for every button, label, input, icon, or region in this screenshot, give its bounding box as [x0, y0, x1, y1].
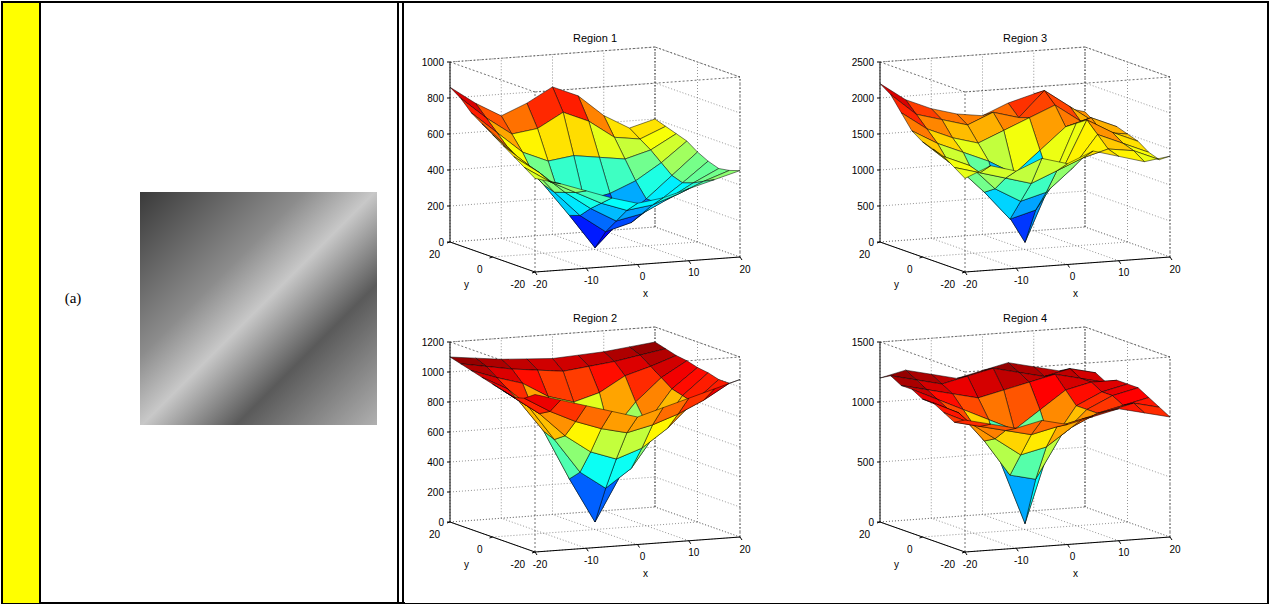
svg-text:1000: 1000	[422, 57, 445, 68]
svg-text:20: 20	[1169, 544, 1181, 555]
svg-text:20: 20	[429, 529, 441, 540]
svg-text:2000: 2000	[852, 93, 875, 104]
svg-text:-10: -10	[1014, 555, 1029, 566]
svg-text:Region 3: Region 3	[1003, 32, 1047, 44]
svg-text:1500: 1500	[852, 337, 875, 348]
svg-text:10: 10	[1118, 267, 1130, 278]
svg-text:x: x	[643, 288, 648, 299]
svg-text:-10: -10	[1014, 275, 1029, 286]
svg-text:0: 0	[640, 271, 646, 282]
svg-text:10: 10	[688, 267, 700, 278]
svg-text:x: x	[1073, 288, 1078, 299]
svg-text:-10: -10	[584, 275, 599, 286]
svg-text:0: 0	[640, 551, 646, 562]
svg-text:1200: 1200	[422, 337, 445, 348]
svg-text:20: 20	[429, 249, 441, 260]
svg-text:x: x	[1073, 568, 1078, 579]
svg-text:-20: -20	[963, 559, 978, 570]
svg-text:Region 2: Region 2	[573, 312, 617, 324]
svg-text:600: 600	[427, 129, 444, 140]
svg-text:Region 4: Region 4	[1003, 312, 1047, 324]
svg-text:0: 0	[438, 517, 444, 528]
svg-text:400: 400	[427, 457, 444, 468]
svg-text:y: y	[464, 559, 469, 570]
svg-text:0: 0	[868, 237, 874, 248]
svg-text:0: 0	[907, 544, 913, 555]
svg-text:1000: 1000	[852, 397, 875, 408]
svg-text:x: x	[643, 568, 648, 579]
svg-text:2500: 2500	[852, 57, 875, 68]
svg-text:0: 0	[868, 517, 874, 528]
svg-text:-20: -20	[533, 279, 548, 290]
svg-text:20: 20	[1169, 264, 1181, 275]
svg-text:y: y	[894, 559, 899, 570]
svg-text:20: 20	[739, 544, 751, 555]
svg-text:y: y	[894, 279, 899, 290]
svg-text:0: 0	[477, 264, 483, 275]
svg-text:200: 200	[427, 487, 444, 498]
svg-text:0: 0	[438, 237, 444, 248]
svg-text:1000: 1000	[422, 367, 445, 378]
svg-text:200: 200	[427, 201, 444, 212]
svg-text:0: 0	[1070, 551, 1076, 562]
svg-text:-10: -10	[584, 555, 599, 566]
svg-text:600: 600	[427, 427, 444, 438]
svg-text:10: 10	[1118, 547, 1130, 558]
svg-text:0: 0	[1070, 271, 1076, 282]
svg-text:500: 500	[857, 201, 874, 212]
svg-text:1500: 1500	[852, 129, 875, 140]
svg-text:-20: -20	[941, 559, 956, 570]
svg-text:0: 0	[477, 544, 483, 555]
svg-text:500: 500	[857, 457, 874, 468]
svg-text:800: 800	[427, 93, 444, 104]
svg-text:Region 1: Region 1	[573, 32, 617, 44]
svg-text:-20: -20	[511, 559, 526, 570]
svg-text:400: 400	[427, 165, 444, 176]
svg-text:20: 20	[859, 249, 871, 260]
svg-text:10: 10	[688, 547, 700, 558]
svg-text:20: 20	[739, 264, 751, 275]
svg-text:y: y	[464, 279, 469, 290]
svg-text:-20: -20	[511, 279, 526, 290]
svg-text:-20: -20	[941, 279, 956, 290]
html-text:(a): (a)	[64, 290, 82, 306]
svg-text:-20: -20	[533, 559, 548, 570]
svg-text:1000: 1000	[852, 165, 875, 176]
svg-text:0: 0	[907, 264, 913, 275]
svg-text:-20: -20	[963, 279, 978, 290]
svg-text:20: 20	[859, 529, 871, 540]
svg-text:800: 800	[427, 397, 444, 408]
